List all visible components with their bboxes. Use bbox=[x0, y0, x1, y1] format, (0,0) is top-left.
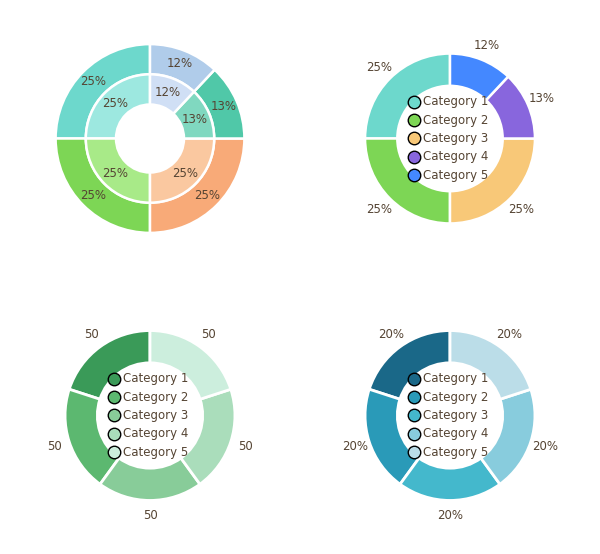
Wedge shape bbox=[150, 331, 231, 399]
Text: 12%: 12% bbox=[166, 58, 193, 70]
Wedge shape bbox=[56, 138, 150, 233]
Wedge shape bbox=[194, 70, 244, 138]
Legend: Category 1, Category 2, Category 3, Category 4, Category 5: Category 1, Category 2, Category 3, Cate… bbox=[409, 93, 491, 184]
Text: 20%: 20% bbox=[532, 440, 559, 453]
Text: 25%: 25% bbox=[80, 189, 106, 202]
Text: 50: 50 bbox=[84, 328, 98, 341]
Wedge shape bbox=[173, 92, 214, 138]
Wedge shape bbox=[69, 331, 150, 399]
Wedge shape bbox=[65, 389, 119, 484]
Text: 13%: 13% bbox=[529, 92, 555, 105]
Text: 50: 50 bbox=[143, 509, 157, 522]
Wedge shape bbox=[450, 54, 508, 100]
Wedge shape bbox=[56, 44, 150, 138]
Text: 50: 50 bbox=[238, 440, 253, 453]
Text: 20%: 20% bbox=[378, 328, 404, 341]
Text: 25%: 25% bbox=[366, 203, 392, 216]
Legend: Category 1, Category 2, Category 3, Category 4, Category 5: Category 1, Category 2, Category 3, Cate… bbox=[109, 370, 191, 461]
Wedge shape bbox=[365, 54, 450, 138]
Wedge shape bbox=[86, 74, 150, 138]
Text: 13%: 13% bbox=[211, 100, 236, 113]
Wedge shape bbox=[150, 138, 214, 203]
Text: 25%: 25% bbox=[508, 203, 534, 216]
Text: 13%: 13% bbox=[182, 112, 208, 126]
Text: 20%: 20% bbox=[341, 440, 368, 453]
Text: 50: 50 bbox=[47, 440, 62, 453]
Text: 25%: 25% bbox=[80, 75, 106, 88]
Text: 25%: 25% bbox=[366, 61, 392, 74]
Wedge shape bbox=[150, 44, 215, 92]
Wedge shape bbox=[450, 138, 535, 223]
Text: 25%: 25% bbox=[102, 167, 128, 179]
Legend: Category 1, Category 2, Category 3, Category 4, Category 5: Category 1, Category 2, Category 3, Cate… bbox=[409, 370, 491, 461]
Wedge shape bbox=[369, 331, 450, 399]
Text: 25%: 25% bbox=[194, 189, 220, 202]
Text: 12%: 12% bbox=[155, 86, 181, 99]
Wedge shape bbox=[481, 389, 535, 484]
Text: 25%: 25% bbox=[102, 98, 128, 110]
Wedge shape bbox=[150, 74, 194, 114]
Wedge shape bbox=[100, 458, 200, 500]
Text: 50: 50 bbox=[202, 328, 216, 341]
Wedge shape bbox=[400, 458, 500, 500]
Wedge shape bbox=[365, 138, 450, 223]
Wedge shape bbox=[450, 331, 531, 399]
Wedge shape bbox=[86, 138, 150, 203]
Text: 20%: 20% bbox=[496, 328, 522, 341]
Wedge shape bbox=[486, 76, 535, 138]
Wedge shape bbox=[150, 138, 244, 233]
Text: 25%: 25% bbox=[172, 167, 198, 179]
Text: 12%: 12% bbox=[474, 39, 500, 52]
Wedge shape bbox=[365, 389, 419, 484]
Wedge shape bbox=[181, 389, 235, 484]
Text: 20%: 20% bbox=[437, 509, 463, 522]
